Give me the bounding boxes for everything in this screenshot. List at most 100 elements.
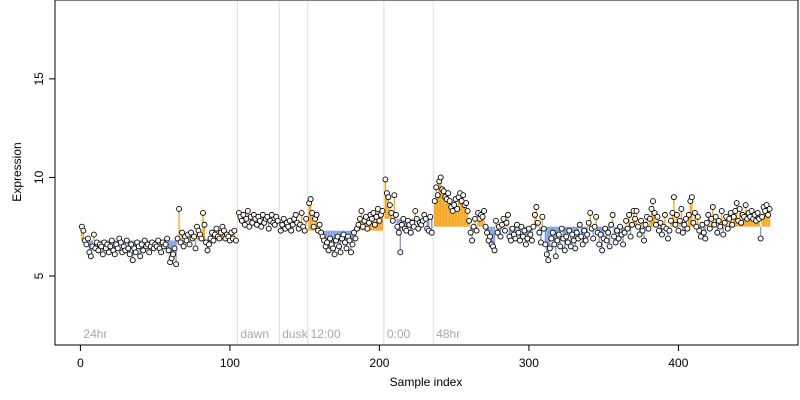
data-point-5-132: [629, 221, 636, 228]
data-point-5-70: [536, 229, 543, 236]
region-label-4: 0:00: [387, 327, 411, 341]
data-point-3-28: [348, 249, 354, 256]
data-point-3-14: [327, 235, 334, 242]
data-point-5-157: [666, 227, 673, 234]
data-point-5-204: [736, 206, 743, 212]
data-point-5-66: [530, 223, 537, 230]
data-point-5-82: [554, 237, 561, 244]
data-point-5-174: [691, 209, 698, 216]
data-point-0-70: [183, 237, 190, 244]
data-point-5-13: [451, 202, 458, 208]
data-point-5-168: [682, 215, 689, 222]
data-point-0-33: [128, 241, 135, 248]
data-point-5-87: [561, 247, 568, 254]
data-point-0-34: [129, 257, 136, 264]
data-point-0-82: [201, 221, 208, 228]
data-point-0-68: [180, 243, 187, 250]
data-point-4-31: [428, 229, 435, 236]
data-point-5-26: [470, 223, 477, 230]
data-point-0-56: [162, 241, 169, 248]
data-point-2-17: [303, 215, 310, 222]
data-point-1-24: [271, 221, 278, 228]
region-label-2: dusk: [282, 327, 308, 341]
data-point-0-57: [164, 235, 171, 242]
data-point-5-188: [712, 213, 719, 220]
data-point-5-108: [593, 213, 600, 220]
data-point-3-16: [330, 245, 337, 252]
x-tick-label-0: 0: [77, 356, 84, 370]
data-point-5-0: [431, 198, 438, 205]
data-point-5-65: [528, 237, 535, 244]
data-point-5-67: [531, 211, 538, 218]
region-labels: 24hr dawn dusk 12:00 0:00 48hr: [83, 327, 460, 341]
data-point-3-25: [343, 245, 350, 252]
data-point-5-110: [596, 241, 603, 248]
y-tick-label-0: 5: [32, 272, 46, 279]
data-point-4-17: [407, 229, 414, 236]
data-point-5-114: [602, 225, 609, 232]
data-point-3-29: [349, 241, 356, 248]
data-point-5-166: [679, 229, 686, 236]
data-point-5-160: [670, 194, 677, 201]
data-point-5-152: [659, 231, 665, 238]
data-point-5-183: [705, 211, 712, 218]
data-point-0-1: [80, 227, 87, 234]
region-dividers: [236, 1, 434, 344]
data-point-0-72: [186, 241, 193, 248]
data-point-5-99: [579, 241, 586, 248]
data-point-5-138: [638, 217, 644, 224]
data-point-5-89: [564, 239, 571, 246]
data-point-5-129: [624, 225, 631, 232]
x-tick-label-2: 200: [369, 356, 389, 370]
x-tick-label-4: 400: [668, 356, 688, 370]
data-point-2-14: [298, 209, 305, 216]
data-point-5-187: [711, 221, 718, 228]
data-point-0-62: [171, 245, 178, 252]
data-point-5-83: [555, 231, 562, 238]
data-point-3-39: [364, 225, 371, 232]
data-point-5-130: [626, 211, 633, 218]
data-point-5-170: [685, 211, 692, 218]
data-point-5-191: [717, 223, 724, 230]
data-point-4-11: [398, 221, 405, 228]
data-point-5-208: [742, 202, 749, 208]
data-point-3-17: [331, 251, 338, 258]
data-point-5-190: [715, 217, 722, 224]
data-point-5-49: [505, 211, 511, 218]
data-point-4-6: [391, 192, 398, 199]
data-point-5-34: [482, 223, 489, 230]
data-points: [78, 174, 773, 268]
region-label-3: 12:00: [311, 327, 341, 341]
data-point-5-111: [597, 231, 604, 238]
data-point-1-3: [240, 211, 247, 218]
data-point-0-90: [213, 225, 220, 232]
data-point-5-136: [635, 223, 641, 230]
data-point-5-147: [651, 209, 658, 216]
data-point-5-205: [738, 219, 745, 226]
data-point-5-167: [681, 221, 688, 228]
data-point-5-1: [433, 184, 440, 191]
data-point-5-41: [493, 217, 499, 224]
data-point-5-151: [657, 219, 664, 226]
data-point-5-102: [584, 231, 591, 238]
data-point-5-81: [552, 253, 559, 260]
data-point-5-88: [563, 233, 570, 240]
data-point-5-134: [632, 215, 638, 222]
data-point-5-28: [473, 227, 480, 234]
data-point-3-44: [371, 221, 378, 228]
data-point-5-117: [606, 243, 613, 250]
data-point-5-77: [546, 245, 553, 252]
data-point-5-150: [656, 227, 662, 234]
data-point-5-140: [641, 237, 647, 244]
data-point-5-24: [467, 229, 474, 236]
data-point-0-14: [99, 251, 106, 258]
data-point-5-145: [648, 206, 655, 212]
data-point-3-35: [358, 207, 365, 214]
data-point-5-107: [591, 223, 598, 230]
data-point-5-173: [690, 219, 697, 226]
data-point-5-85: [558, 225, 565, 232]
data-point-5-84: [557, 243, 564, 250]
data-point-5-219: [759, 213, 766, 220]
data-point-5-141: [642, 221, 649, 228]
